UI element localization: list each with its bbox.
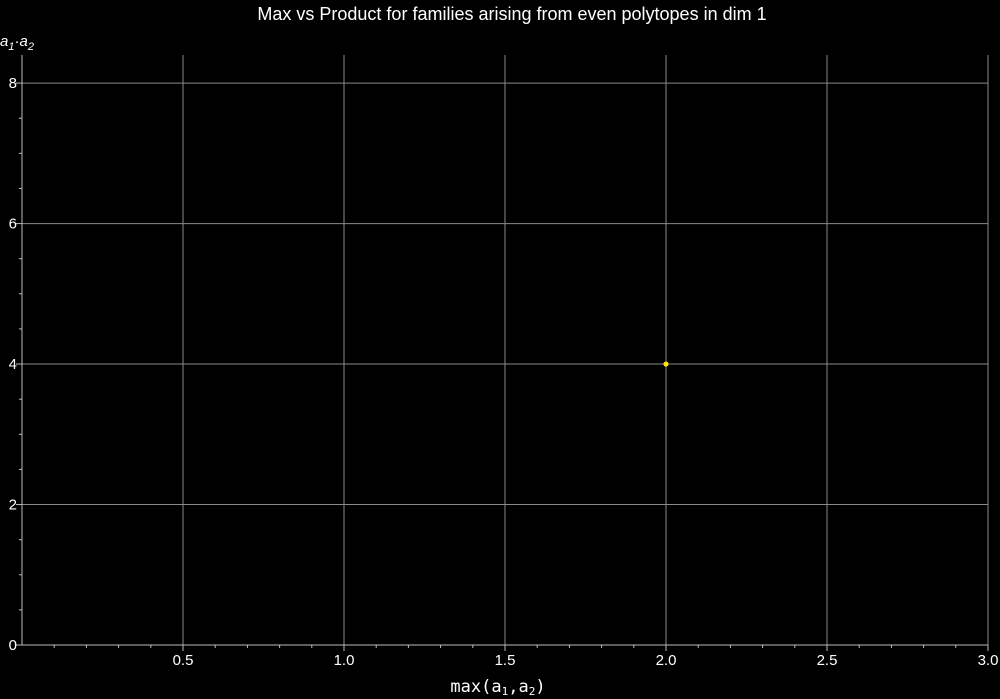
y-tick-label: 2: [9, 497, 17, 514]
y-tick-label: 4: [9, 356, 17, 373]
y-axis-label: a1·a2: [0, 33, 34, 53]
x-tick-label: 1.0: [334, 652, 355, 669]
y-tick-label: 6: [9, 216, 17, 233]
data-point: [663, 361, 669, 367]
y-tick-label: 8: [9, 75, 17, 92]
tick-labels: 0.5 1.0 1.5 2.0 2.5 3.0 0 2 4 6 8: [9, 75, 999, 669]
chart-title: Max vs Product for families arising from…: [257, 4, 766, 24]
x-tick-label: 2.5: [817, 652, 838, 669]
x-tick-label: 2.0: [656, 652, 677, 669]
ticks: [16, 82, 989, 651]
x-tick-label: 1.5: [495, 652, 516, 669]
x-axis-label: max(a1,a2): [450, 677, 545, 698]
data-points: [663, 361, 669, 367]
x-tick-label: 0.5: [173, 652, 194, 669]
x-tick-label: 3.0: [978, 652, 999, 669]
grid-lines: [22, 55, 989, 645]
y-tick-label: 0: [9, 637, 17, 654]
